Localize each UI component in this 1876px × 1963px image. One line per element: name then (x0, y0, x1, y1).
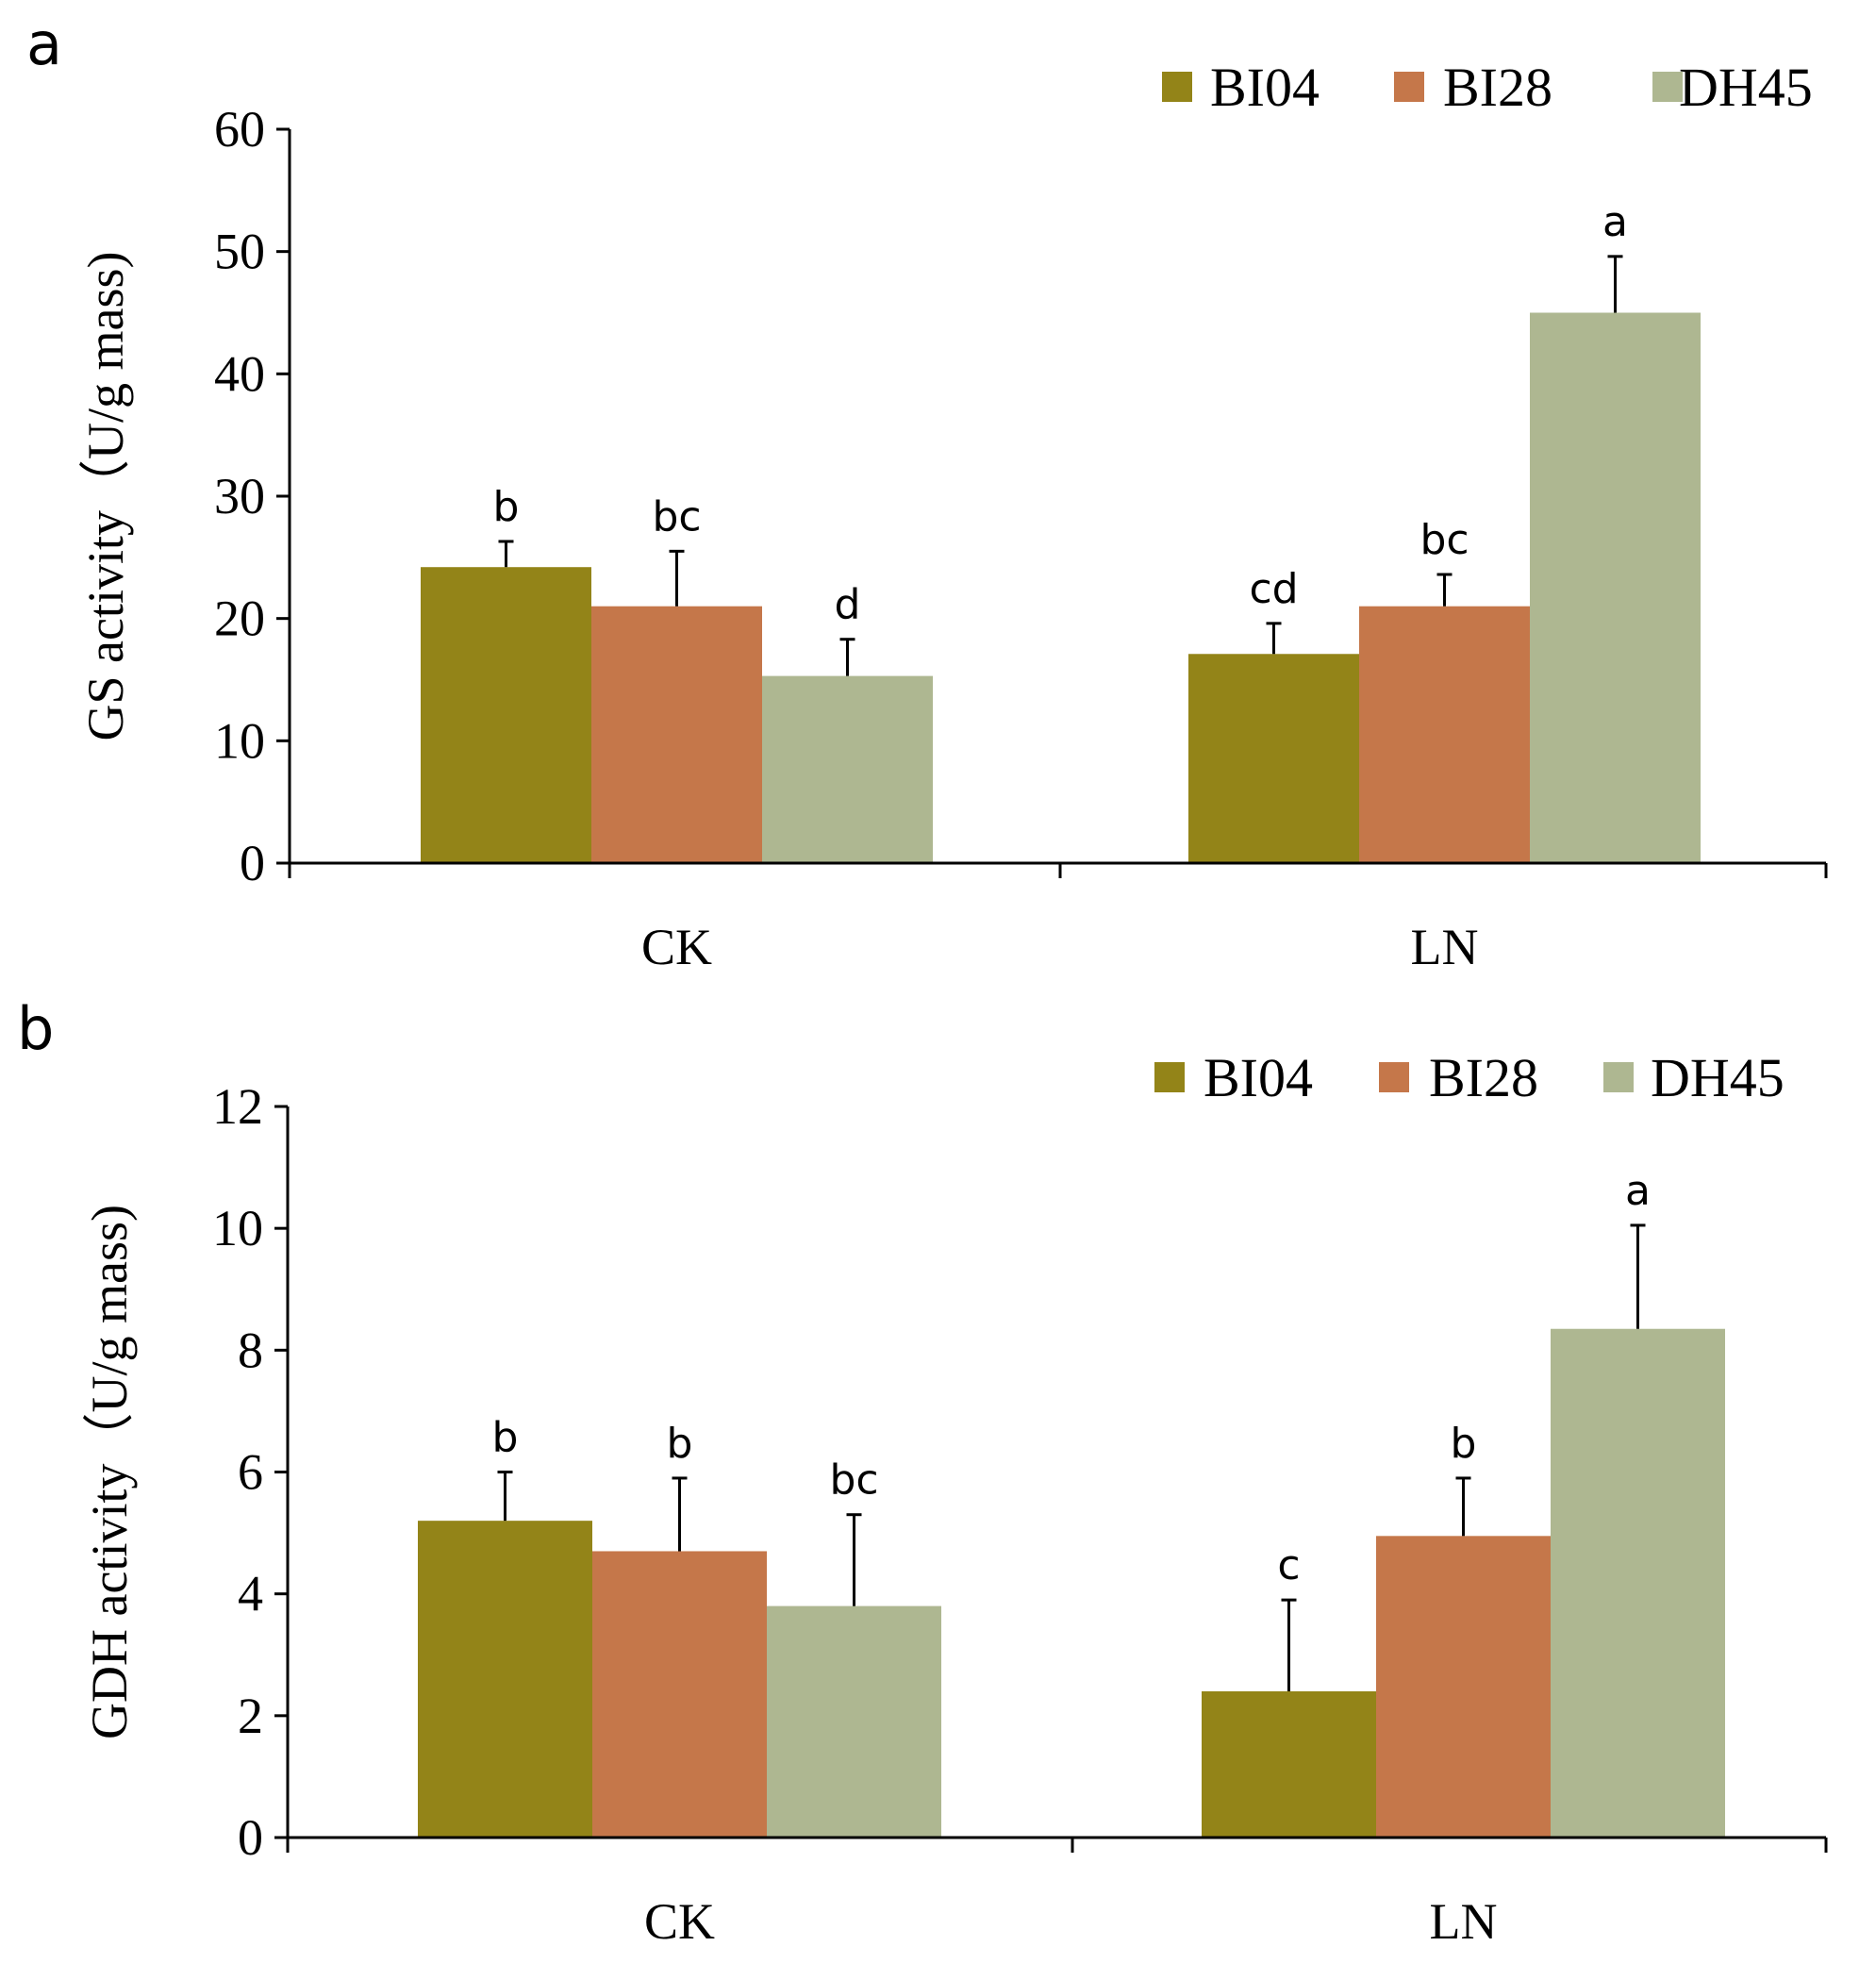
y-tick-label: 2 (238, 1688, 263, 1744)
legend-label-bi04: BI04 (1210, 57, 1320, 118)
significance-label: d (835, 581, 861, 629)
y-tick-label: 20 (214, 591, 265, 647)
y-tick-label: 12 (212, 1078, 263, 1135)
bar-bi04-ln (1202, 1691, 1376, 1838)
legend-swatch-dh45 (1603, 1062, 1634, 1092)
bar-dh45-ck (767, 1605, 941, 1838)
significance-label: c (1277, 1541, 1300, 1589)
legend-label-bi04: BI04 (1204, 1047, 1313, 1108)
x-category-label: CK (641, 919, 712, 975)
x-category-label: LN (1430, 1893, 1498, 1950)
legend-label-dh45: DH45 (1679, 57, 1813, 118)
legend-swatch-bi04 (1154, 1062, 1185, 1092)
legend-label-bi28: BI28 (1429, 1047, 1538, 1108)
bar-bi04-ck (418, 1521, 592, 1838)
y-tick-label: 40 (214, 345, 265, 402)
bar-bi28-ln (1359, 606, 1530, 863)
significance-label: cd (1249, 565, 1298, 613)
bar-bi28-ck (592, 1551, 767, 1838)
y-axis-title: GS activity（U/g mass) (77, 252, 134, 741)
bar-dh45-ln (1551, 1328, 1725, 1838)
bar-bi28-ln (1376, 1536, 1551, 1838)
y-tick-label: 10 (214, 712, 265, 769)
y-tick-label: 4 (238, 1566, 263, 1622)
x-category-label: CK (644, 1893, 715, 1950)
legend-swatch-bi28 (1379, 1062, 1409, 1092)
y-tick-label: 60 (214, 101, 265, 158)
bar-dh45-ck (762, 675, 933, 863)
legend-swatch-bi04 (1162, 72, 1192, 102)
panel-letter: b (17, 994, 54, 1063)
y-tick-label: 0 (240, 835, 265, 891)
legend-label-dh45: DH45 (1651, 1047, 1785, 1108)
y-tick-label: 30 (214, 468, 265, 524)
significance-label: a (1625, 1167, 1651, 1215)
legend-swatch-dh45 (1652, 72, 1683, 102)
significance-label: b (493, 483, 520, 531)
x-category-label: LN (1411, 919, 1479, 975)
y-tick-label: 50 (214, 224, 265, 280)
bar-bi04-ln (1188, 654, 1359, 863)
significance-label: b (667, 1420, 693, 1468)
bar-bi28-ck (591, 606, 762, 863)
y-tick-label: 10 (212, 1200, 263, 1256)
panel-letter: a (26, 9, 62, 78)
legend-label-bi28: BI28 (1443, 57, 1552, 118)
significance-label: bc (1419, 516, 1469, 564)
legend-swatch-bi28 (1394, 72, 1424, 102)
y-tick-label: 8 (238, 1322, 263, 1378)
y-tick-label: 0 (238, 1809, 263, 1866)
significance-label: a (1602, 198, 1628, 246)
significance-label: bc (829, 1456, 878, 1505)
significance-label: b (1451, 1420, 1477, 1468)
bar-bi04-ck (421, 567, 591, 863)
y-tick-label: 6 (238, 1444, 263, 1501)
y-axis-title: GDH activity（U/g mass) (81, 1205, 138, 1739)
bar-dh45-ln (1530, 312, 1701, 863)
significance-label: b (492, 1414, 519, 1462)
significance-label: bc (652, 492, 701, 541)
